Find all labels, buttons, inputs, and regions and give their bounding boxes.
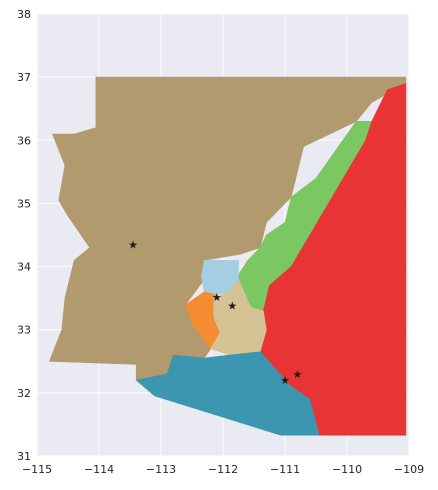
x-tick-label: −110 xyxy=(332,463,362,476)
y-tick-label: 37 xyxy=(17,71,31,84)
y-tick-label: 35 xyxy=(17,197,31,210)
x-tick-label: −111 xyxy=(270,463,300,476)
star-marker-icon: ★ xyxy=(212,291,222,304)
y-tick-label: 31 xyxy=(17,450,31,463)
y-tick-label: 36 xyxy=(17,134,31,147)
x-tick-label: −109 xyxy=(394,463,424,476)
y-tick-label: 33 xyxy=(17,324,31,337)
y-tick-label: 34 xyxy=(17,261,31,274)
district-beige-south-phoenix xyxy=(210,278,267,356)
star-marker-icon: ★ xyxy=(292,368,302,381)
star-marker-icon: ★ xyxy=(280,374,290,387)
x-tick-label: −113 xyxy=(146,463,176,476)
district-teal-south xyxy=(135,351,320,436)
y-axis-tick-labels: 31 32 33 34 35 36 37 38 xyxy=(17,8,31,463)
x-tick-label: −112 xyxy=(208,463,238,476)
star-marker-icon: ★ xyxy=(227,300,237,313)
y-tick-label: 32 xyxy=(17,387,31,400)
x-tick-label: −115 xyxy=(22,463,52,476)
district-regions xyxy=(49,76,407,436)
district-light-blue-north-phoenix xyxy=(201,259,239,296)
x-tick-label: −114 xyxy=(84,463,114,476)
star-marker-icon: ★ xyxy=(128,238,138,251)
district-markers: ★★★★ ★ xyxy=(128,238,302,387)
y-tick-label: 38 xyxy=(17,8,31,21)
x-axis-tick-labels: −115 −114 −113 −112 −111 −110 −109 xyxy=(22,463,424,476)
